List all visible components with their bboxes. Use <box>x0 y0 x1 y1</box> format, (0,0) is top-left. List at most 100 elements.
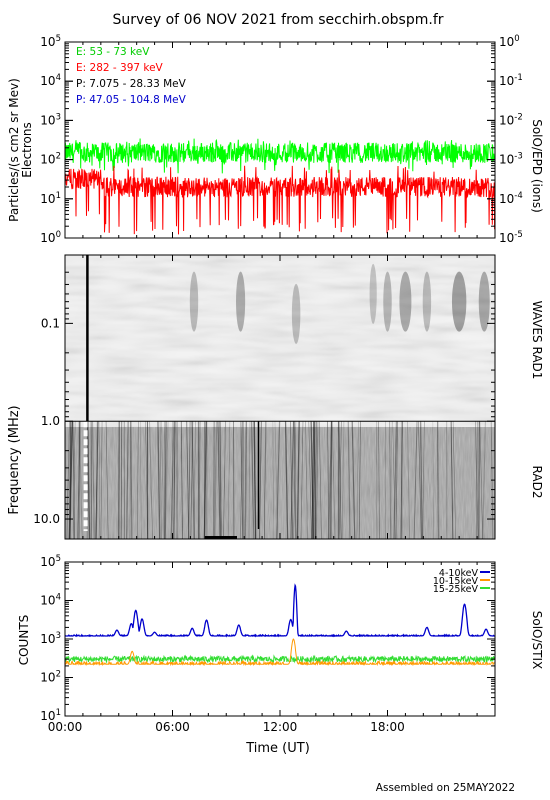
stix-ylabel: COUNTS <box>17 615 31 666</box>
epd-panel: 100 101 102 103 104 105 10-5 10-4 10-3 10-2 10-1 10… <box>7 34 544 245</box>
epd-y2-tick-label: 10-3 <box>499 152 523 167</box>
epd-legend-2: P: 7.075 - 28.33 MeV <box>76 78 187 90</box>
waves-rad2-streak <box>327 421 330 539</box>
stix-legend-0: 4-10keV <box>439 568 479 579</box>
stix-panel: 101 102 103 104 105 00:00 06:00 12:00 18:00 4-10… <box>17 554 544 756</box>
x-tick-label: 06:00 <box>155 720 190 734</box>
waves-rad2-streak <box>450 421 454 539</box>
x-tick-label: 18:00 <box>370 720 405 734</box>
epd-legend-3: P: 47.05 - 104.8 MeV <box>76 94 187 106</box>
waves-rad2-streak <box>95 421 99 539</box>
waves-rad2-streak <box>188 421 191 539</box>
waves-y-label: 0.1 <box>41 316 60 330</box>
waves-rad2-streak <box>305 421 308 539</box>
waves-rad2-streak <box>356 421 359 539</box>
waves-rad2-streak <box>451 421 453 539</box>
stix-xlabel: Time (UT) <box>245 741 310 756</box>
waves-rad2-streak <box>164 421 169 539</box>
waves-rad2-streak <box>120 421 123 539</box>
waves-rad2-streak <box>314 421 317 539</box>
waves-rad2-streak <box>479 421 483 539</box>
waves-rad2-streak <box>284 421 289 539</box>
stix-series-1 <box>65 638 495 667</box>
waves-burst <box>422 271 432 332</box>
waves-rad2-streak <box>390 421 393 539</box>
waves-rad2-streak <box>341 421 345 539</box>
waves-burst <box>291 283 301 344</box>
waves-rad2-streak <box>274 421 279 539</box>
waves-rad2-streak <box>203 421 207 539</box>
epd-y2-tick-label: 10-2 <box>499 112 523 127</box>
waves-bottom-bar <box>204 536 237 539</box>
waves-rad2-streak <box>272 421 274 539</box>
waves-rad2-streak <box>351 421 356 539</box>
waves-rad2-streak <box>171 421 173 539</box>
waves-rad2-streak <box>77 421 81 539</box>
waves-rad2-streak <box>392 421 396 539</box>
waves-rad2-streak <box>193 421 196 539</box>
epd-y-tick-label: 102 <box>40 152 61 167</box>
waves-burst <box>383 271 392 332</box>
waves-rad2-streak <box>318 421 322 539</box>
waves-rad2-streak <box>290 421 294 539</box>
waves-rad2-streak <box>78 421 83 539</box>
epd-legend-1: E: 282 - 397 keV <box>76 62 164 74</box>
waves-rad2-streak <box>126 421 129 539</box>
waves-rad2-streak <box>378 421 380 539</box>
waves-rad2-streak <box>293 421 297 539</box>
waves-rad2-streak <box>240 421 243 539</box>
waves-rad2-streak <box>338 421 342 539</box>
stix-y-tick-label: 104 <box>40 593 61 608</box>
epd-y2-tick-label: 10-5 <box>499 230 523 245</box>
waves-rad2-streak <box>300 421 304 539</box>
waves-rad2-streak <box>275 421 281 539</box>
waves-rad2-streak <box>130 421 133 539</box>
waves-rad2-streak <box>418 421 422 539</box>
waves-rad2-streak <box>186 421 190 539</box>
epd-right-label: SolO/EPD (ions) <box>530 119 544 213</box>
waves-rad2-streak <box>157 421 161 539</box>
epd-y-tick-label: 101 <box>40 191 61 206</box>
waves-rad2-streak <box>145 421 148 539</box>
waves-rad2-streak <box>95 421 99 539</box>
waves-rad2-streak <box>248 421 251 539</box>
waves-rad2-streak <box>452 421 456 539</box>
waves-rad2-streak <box>358 421 361 539</box>
stix-y-tick-label: 102 <box>40 670 61 685</box>
waves-rad2-streak <box>437 421 440 539</box>
waves-rad2-streak <box>253 421 257 539</box>
waves-rad2-streak <box>263 421 267 539</box>
waves-rad2-streak <box>191 421 196 539</box>
waves-rad2-streak <box>329 421 332 539</box>
x-tick-label: 12:00 <box>263 720 298 734</box>
epd-legend-0: E: 53 - 73 keV <box>76 46 150 58</box>
waves-rad2-streak <box>136 421 139 539</box>
stix-series-2 <box>65 654 495 664</box>
waves-rad2-streak <box>180 421 183 539</box>
waves-rad2-streak <box>331 421 336 539</box>
stix-frame <box>64 561 496 717</box>
waves-rad2-streak <box>291 421 295 539</box>
waves-rad2-streak <box>407 421 411 539</box>
waves-rad2-streak <box>91 421 95 539</box>
waves-rad2-streak <box>86 421 91 539</box>
epd-y-tick-label: 104 <box>40 73 61 88</box>
waves-rad2-streak <box>245 421 247 539</box>
waves-rad2-streak <box>159 421 162 539</box>
stix-legend-1: 10-15keV <box>433 576 479 587</box>
waves-rad2-streak <box>250 421 255 539</box>
waves-rad2-streak <box>129 421 131 539</box>
waves-rad2-streak <box>389 421 392 539</box>
waves-rad2-streak <box>296 421 300 539</box>
stix-y-tick-label: 101 <box>40 708 61 723</box>
waves-rad2-streak <box>73 421 76 539</box>
waves-rad2-streak <box>161 421 165 539</box>
waves-rad2-streak <box>338 421 342 539</box>
waves-rad2-streak <box>437 421 439 539</box>
waves-rad2-streak <box>393 421 398 539</box>
waves-rad2-streak <box>253 421 256 539</box>
waves-rad2-streak <box>308 421 312 539</box>
epd-ylabel2: Electrons <box>20 122 34 177</box>
waves-rad2-streak <box>293 421 297 539</box>
